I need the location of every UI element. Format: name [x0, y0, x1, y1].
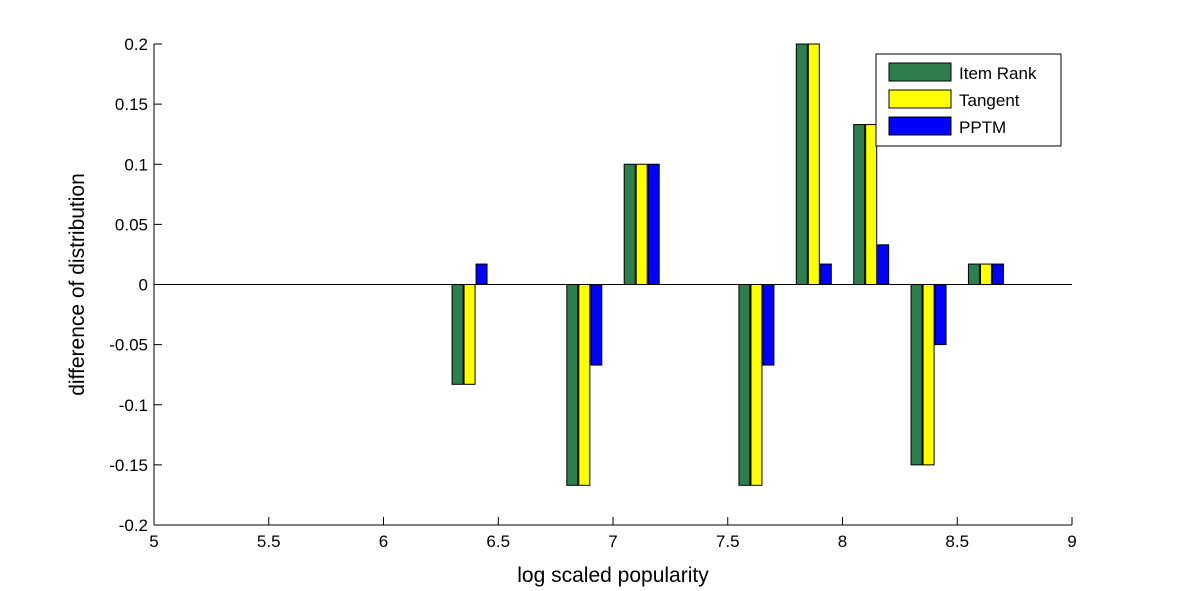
y-axis-title: difference of distribution: [66, 173, 89, 396]
bar-item-rank-7: [967, 263, 980, 285]
bar-tangent-4: [807, 43, 820, 285]
bar-tangent-7: [979, 263, 992, 285]
bar-tangent-0: [463, 284, 476, 385]
y-tick-label: 0.1: [124, 155, 148, 174]
bar-item-rank-6: [910, 284, 923, 466]
bar-item-rank-4: [795, 43, 808, 285]
legend-swatch: [888, 62, 952, 82]
bar-pptm-1: [590, 284, 603, 366]
x-tick-label: 8.5: [945, 532, 969, 551]
bar-pptm-6: [934, 284, 947, 346]
bar-pptm-4: [819, 263, 832, 285]
x-tick-label: 6: [379, 532, 388, 551]
legend-swatch: [888, 116, 952, 136]
bar-tangent-6: [922, 284, 935, 466]
y-tick-label: -0.15: [109, 456, 148, 475]
bar-pptm-2: [647, 163, 660, 285]
bar-item-rank-3: [738, 284, 751, 486]
bar-item-rank-1: [566, 284, 579, 486]
x-tick-label: 7: [608, 532, 617, 551]
x-tick-label: 6.5: [486, 532, 510, 551]
bar-tangent-3: [750, 284, 763, 486]
y-tick-label: 0.15: [115, 95, 148, 114]
legend-label: Item Rank: [959, 64, 1037, 83]
bar-tangent-1: [578, 284, 591, 486]
bar-item-rank-0: [451, 284, 464, 385]
bar-pptm-5: [877, 244, 890, 286]
y-tick-label: -0.05: [109, 336, 148, 355]
bar-tangent-2: [635, 163, 648, 285]
bar-item-rank-2: [623, 163, 636, 285]
x-tick-label: 7.5: [716, 532, 740, 551]
bar-pptm-3: [762, 284, 775, 366]
legend-label: PPTM: [959, 118, 1006, 137]
x-tick-label: 5: [149, 532, 158, 551]
y-tick-label: -0.1: [119, 396, 148, 415]
x-tick-label: 8: [838, 532, 847, 551]
bar-tangent-5: [865, 124, 878, 285]
x-tick-label: 5.5: [257, 532, 281, 551]
legend-swatch: [888, 89, 952, 109]
y-tick-label: 0.2: [124, 35, 148, 54]
y-tick-label: -0.2: [119, 516, 148, 535]
x-axis-title: log scaled popularity: [517, 564, 709, 587]
x-tick-label: 9: [1067, 532, 1076, 551]
bar-item-rank-5: [853, 124, 866, 285]
y-tick-label: 0: [139, 276, 148, 295]
bar-pptm-7: [991, 263, 1004, 285]
y-tick-label: 0.05: [115, 215, 148, 234]
legend-label: Tangent: [959, 91, 1020, 110]
axes-layer: 5 5.5 6 6.5 7 7.5 8 8.5 9 0.2 0.15 0.1 0.05 0 -0.05 -0.…: [109, 35, 1076, 551]
legend: Item Rank Tangent PPTM: [875, 53, 1062, 147]
bar-pptm-0: [475, 263, 488, 285]
